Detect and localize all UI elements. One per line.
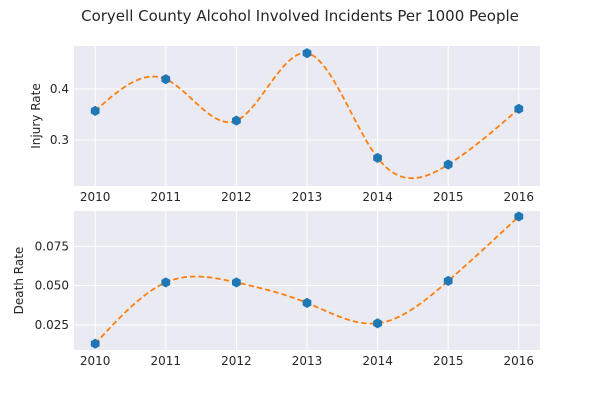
death-data-point — [161, 277, 171, 288]
death-x-tick-label: 2011 — [151, 354, 182, 368]
death-data-point — [302, 297, 312, 308]
death-data-point — [373, 318, 382, 329]
injury-x-tick-label: 2013 — [292, 190, 323, 204]
chart-title: Coryell County Alcohol Involved Incident… — [81, 7, 519, 25]
death-data-point — [90, 338, 100, 349]
death-data-point — [232, 277, 241, 288]
death-x-tick-label: 2013 — [292, 354, 323, 368]
injury-data-point — [161, 74, 171, 85]
death-x-tick-label: 2015 — [433, 354, 464, 368]
injury-data-point — [443, 159, 453, 170]
death-y-axis-label: Death Rate — [12, 247, 26, 315]
injury-data-point — [514, 103, 524, 114]
injury-data-point — [302, 48, 312, 59]
injury-x-tick-label: 2014 — [362, 190, 393, 204]
death-y-tick-label: 0.025 — [35, 318, 69, 332]
injury-y-tick-label: 0.3 — [50, 133, 69, 147]
injury-x-tick-label: 2016 — [504, 190, 535, 204]
death-x-tick-label: 2010 — [80, 354, 111, 368]
death-y-tick-label: 0.075 — [35, 239, 69, 253]
death-x-tick-label: 2014 — [362, 354, 393, 368]
death-rate-panel: 2010 2011 2012 2013 2014 2015 2016 0.025 0.050 0.… — [12, 211, 540, 368]
death-x-tick-label: 2016 — [504, 354, 535, 368]
injury-x-tick-label: 2010 — [80, 190, 111, 204]
injury-data-point — [232, 115, 241, 126]
injury-y-tick-label: 0.4 — [50, 82, 69, 96]
death-data-point — [514, 211, 524, 222]
injury-y-axis-label: Injury Rate — [29, 83, 43, 148]
death-data-point — [443, 275, 453, 286]
death-y-tick-label: 0.050 — [35, 279, 69, 293]
injury-x-tick-label: 2012 — [221, 190, 252, 204]
injury-x-tick-label: 2015 — [433, 190, 464, 204]
injury-x-tick-label: 2011 — [151, 190, 182, 204]
injury-rate-panel: 2010 2011 2012 2013 2014 2015 2016 0.3 0.4 Injury… — [29, 46, 540, 204]
injury-data-point — [90, 105, 100, 116]
injury-data-point — [373, 152, 382, 163]
death-x-tick-label: 2012 — [221, 354, 252, 368]
